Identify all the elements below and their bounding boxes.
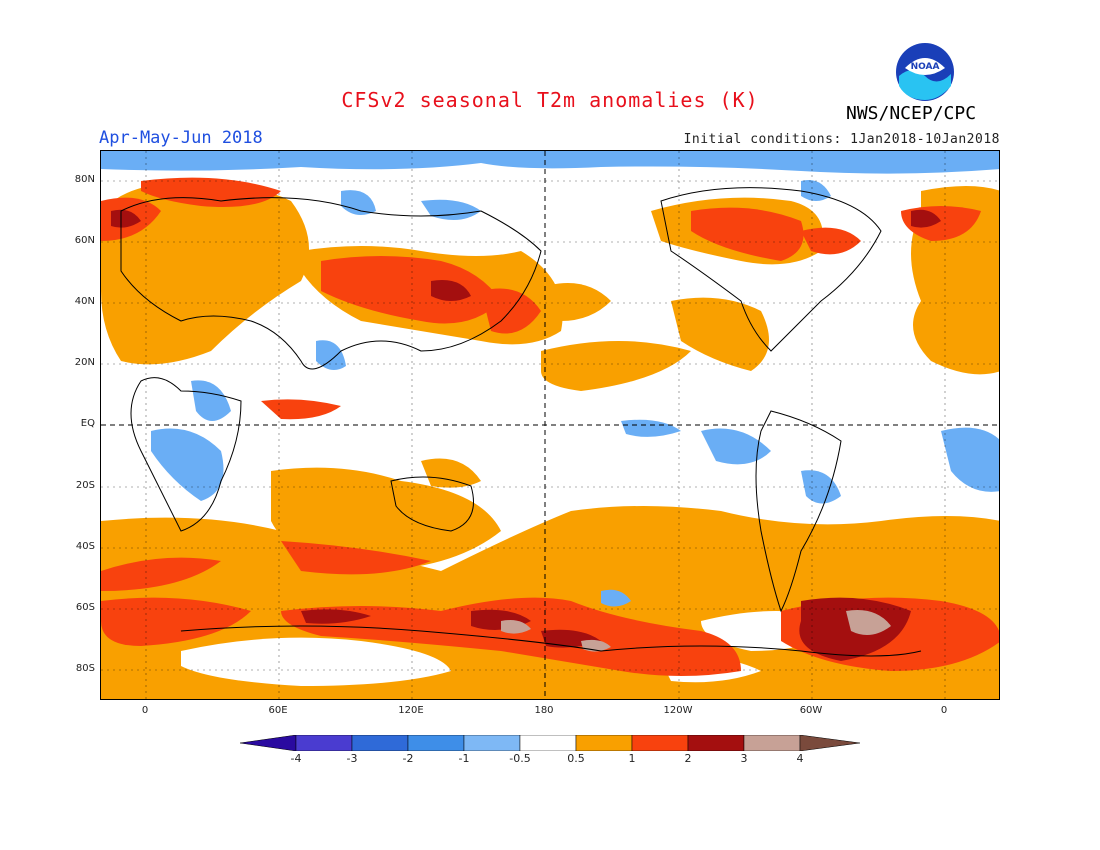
- cool-region: [101, 151, 999, 174]
- colorbar-label: 1: [628, 752, 636, 765]
- lat-label: 20S: [75, 480, 95, 491]
- lon-label: 120E: [398, 705, 424, 716]
- agency-label: NWS/NCEP/CPC: [846, 103, 977, 124]
- initial-conditions-label: Initial conditions: 1Jan2018-10Jan2018: [683, 132, 1000, 147]
- anomaly-map: [100, 150, 1000, 700]
- colorbar-label: -3: [346, 752, 358, 765]
- warm-regions-red: [101, 177, 999, 676]
- lat-label: 40S: [75, 541, 95, 552]
- season-label: Apr-May-Jun 2018: [99, 128, 263, 148]
- colorbar: [240, 735, 860, 751]
- colorbar-label: -0.5: [509, 752, 531, 765]
- colorbar-label: 3: [740, 752, 748, 765]
- lat-label: 80S: [75, 663, 95, 674]
- colorbar-label: 2: [684, 752, 692, 765]
- colorbar-label: -2: [402, 752, 414, 765]
- chart-title: CFSv2 seasonal T2m anomalies (K): [341, 88, 759, 112]
- lat-label: EQ: [80, 418, 95, 429]
- logo-text: NOAA: [911, 62, 940, 72]
- lat-label: 40N: [74, 296, 95, 307]
- lon-label: 0: [940, 705, 948, 716]
- colorbar-label: -4: [290, 752, 302, 765]
- lon-label: 60E: [268, 705, 288, 716]
- lat-label: 20N: [74, 357, 95, 368]
- lon-label: 120W: [663, 705, 693, 716]
- lat-label: 60N: [74, 235, 95, 246]
- lon-label: 60W: [799, 705, 823, 716]
- noaa-logo: NOAA: [896, 43, 954, 101]
- colorbar-label: -1: [458, 752, 470, 765]
- lat-label: 80N: [74, 174, 95, 185]
- lat-label: 60S: [75, 602, 95, 613]
- lon-label: 180: [534, 705, 554, 716]
- coastlines: [120, 187, 922, 657]
- colorbar-label: 4: [796, 752, 804, 765]
- lon-label: 0: [141, 705, 149, 716]
- colorbar-label: 0.5: [567, 752, 585, 765]
